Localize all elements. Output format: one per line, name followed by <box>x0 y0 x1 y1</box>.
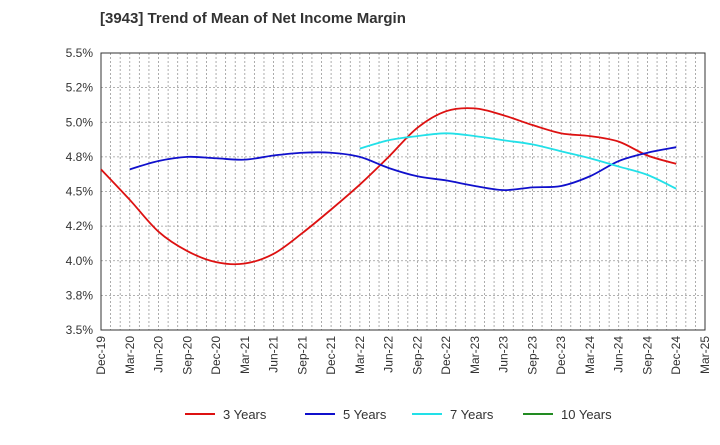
x-tick-label: Mar-25 <box>698 336 712 374</box>
x-tick-label: Sep-24 <box>640 336 654 375</box>
x-tick-label: Dec-22 <box>439 336 453 375</box>
x-tick-label: Dec-21 <box>324 336 338 375</box>
x-tick-label: Dec-24 <box>669 336 683 375</box>
x-tick-label: Jun-22 <box>382 336 396 373</box>
x-tick-label: Sep-21 <box>295 336 309 375</box>
x-tick-label: Mar-23 <box>468 336 482 374</box>
x-tick-label: Dec-19 <box>94 336 108 375</box>
y-tick-label: 4.5% <box>66 185 94 199</box>
series-line-2 <box>129 146 677 192</box>
legend-label: 7 Years <box>450 407 494 422</box>
legend-label: 3 Years <box>223 407 267 422</box>
x-tick-label: Sep-23 <box>525 336 539 375</box>
y-tick-label: 5.2% <box>66 81 94 95</box>
legend-label: 5 Years <box>343 407 387 422</box>
y-tick-label: 4.2% <box>66 219 94 233</box>
x-tick-label: Jun-24 <box>612 336 626 373</box>
y-tick-label: 4.0% <box>66 254 94 268</box>
y-tick-label: 3.8% <box>66 288 94 302</box>
series-line-3 <box>359 132 677 190</box>
x-tick-label: Mar-21 <box>238 336 252 374</box>
x-tick-label: Dec-23 <box>554 336 568 375</box>
x-tick-label: Mar-22 <box>353 336 367 374</box>
x-tick-label: Dec-20 <box>209 336 223 375</box>
x-tick-label: Mar-24 <box>583 336 597 374</box>
chart-title: [3943] Trend of Mean of Net Income Margi… <box>100 10 406 27</box>
x-tick-label: Jun-20 <box>152 336 166 373</box>
x-tick-label: Mar-20 <box>123 336 137 374</box>
y-tick-label: 3.5% <box>66 323 94 337</box>
x-tick-label: Jun-23 <box>497 336 511 373</box>
y-tick-label: 5.0% <box>66 115 94 129</box>
x-tick-label: Sep-22 <box>410 336 424 375</box>
plot-frame <box>100 52 706 331</box>
x-tick-label: Jun-21 <box>267 336 281 373</box>
x-tick-label: Sep-20 <box>180 336 194 375</box>
series-line-1 <box>100 107 677 266</box>
y-tick-label: 4.8% <box>66 150 94 164</box>
y-tick-label: 5.5% <box>66 46 94 60</box>
legend-label: 10 Years <box>561 407 612 422</box>
